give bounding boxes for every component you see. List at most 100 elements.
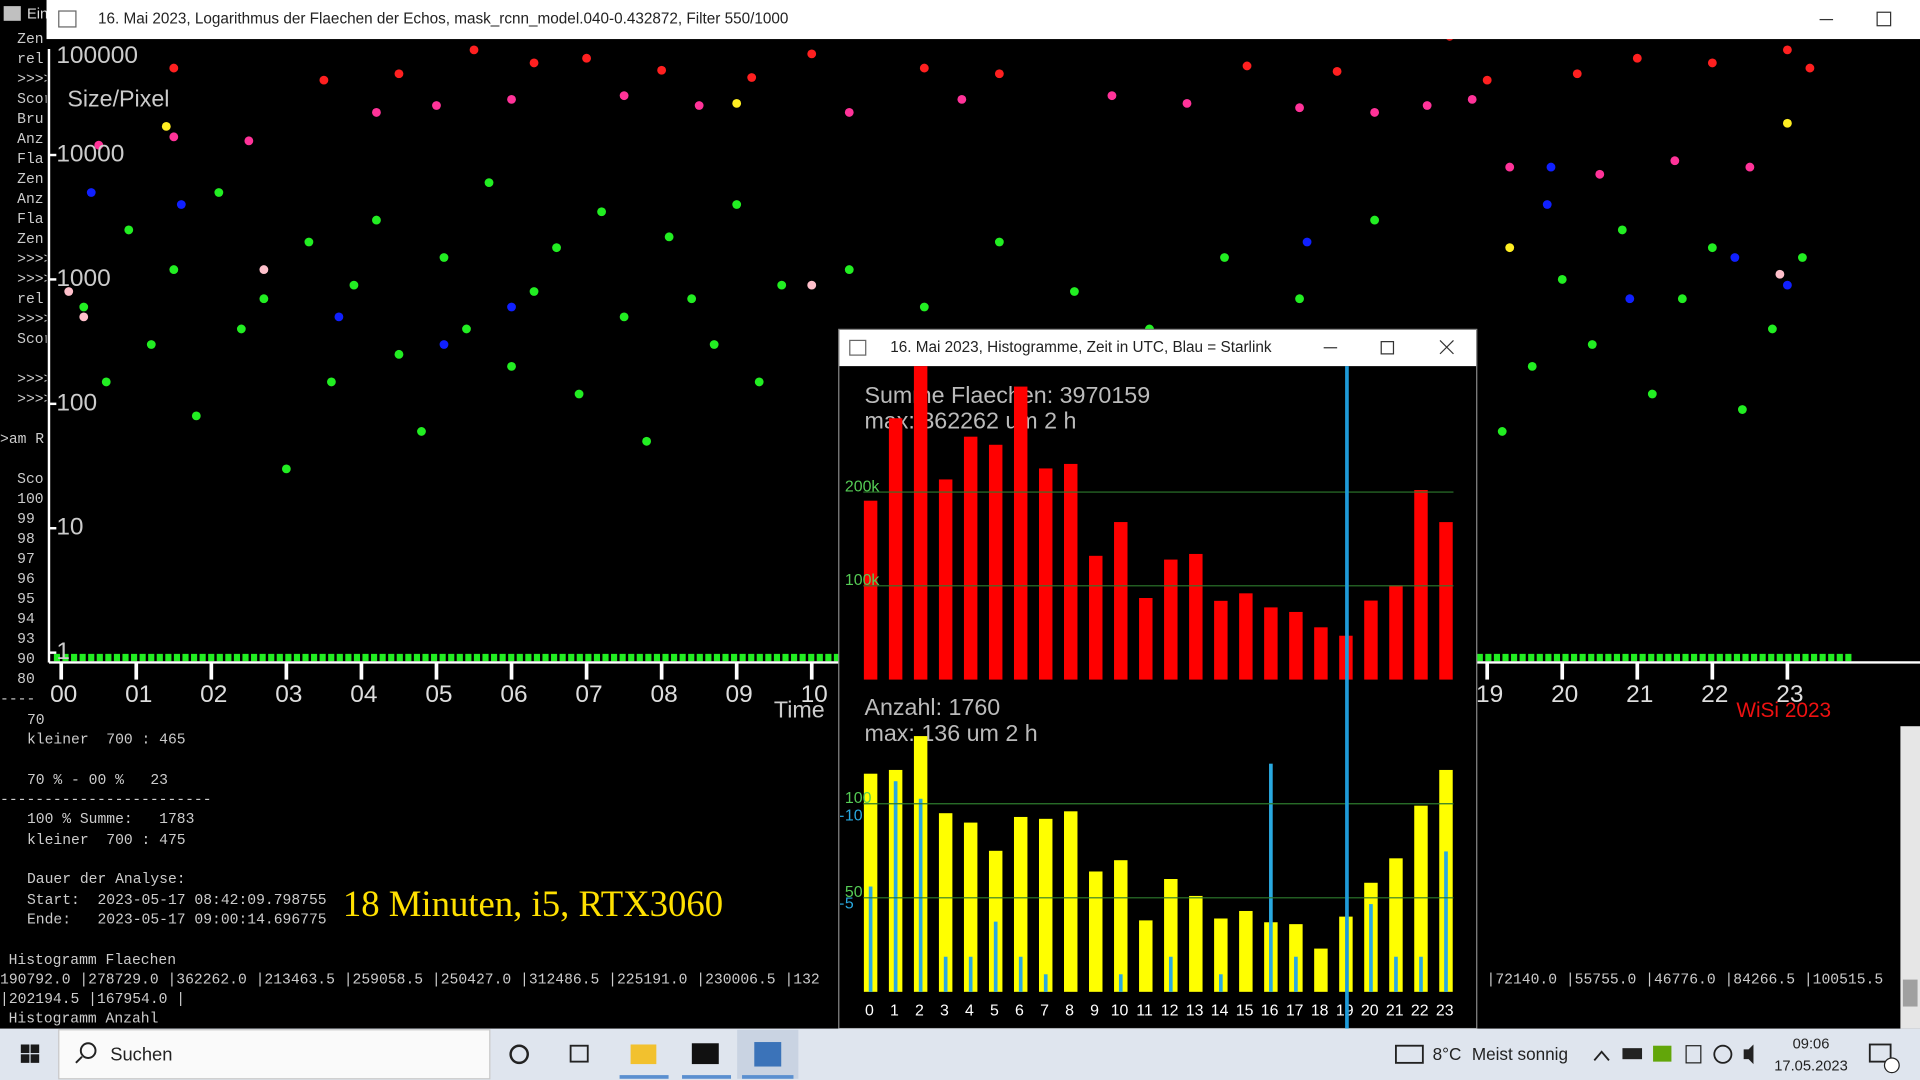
scatter-point: [1782, 45, 1792, 55]
console-line: 90: [17, 652, 35, 668]
scatter-point: [1446, 39, 1454, 41]
bar: [1389, 585, 1403, 680]
tray-icon[interactable]: [1685, 1045, 1702, 1064]
clock-date[interactable]: 17.05.2023: [1774, 1058, 1848, 1074]
bar: [1314, 948, 1328, 992]
console-line: Zen: [17, 172, 43, 188]
scroll-thumb[interactable]: [1902, 979, 1918, 1007]
x-tick-label: 2: [915, 1003, 924, 1020]
start-button[interactable]: [20, 1044, 40, 1063]
close-button[interactable]: [1439, 339, 1454, 355]
bar: [1394, 956, 1398, 992]
task-view-button[interactable]: [569, 1044, 589, 1063]
bar: [1314, 627, 1328, 680]
console-line: 94: [17, 612, 35, 628]
scatter-point: [1730, 253, 1740, 262]
scatter-point: [1182, 98, 1192, 108]
x-tick-label: 19: [1476, 681, 1503, 708]
title-bar: [839, 330, 1477, 367]
y-axis-label: Size/Pixel: [67, 86, 169, 112]
bar: [1139, 598, 1153, 680]
scatter-point: [732, 98, 742, 108]
console-line: >am R: [0, 432, 44, 448]
bar: [1114, 522, 1128, 680]
y-tick-label: 1: [56, 638, 70, 665]
scatter-point: [619, 91, 629, 101]
explorer-button[interactable]: [630, 1044, 657, 1065]
scatter-point: [169, 63, 179, 73]
scrollbar[interactable]: [1900, 726, 1920, 1029]
console-line: 98: [17, 532, 35, 548]
bar: [1419, 956, 1423, 992]
scatter-point: [1798, 253, 1807, 262]
console-icon: [3, 6, 21, 21]
tray-chevron[interactable]: [1593, 1050, 1610, 1062]
scatter-point: [304, 237, 314, 247]
console-line: |202194.5 |167954.0 |: [0, 992, 185, 1008]
bar: [988, 444, 1003, 680]
console-line: 80: [17, 672, 35, 688]
console-line: >>>>: [17, 312, 52, 328]
temperature[interactable]: 8°C: [1433, 1044, 1462, 1064]
console-line: Scor: [17, 92, 52, 108]
bar: [1089, 555, 1103, 680]
tray-icon[interactable]: [1622, 1048, 1643, 1060]
search-placeholder[interactable]: Suchen: [110, 1043, 172, 1064]
scatter-point: [694, 101, 704, 110]
bar: [1364, 600, 1378, 680]
y-tick-label: 1000: [56, 265, 110, 292]
console-line: 96: [17, 572, 35, 588]
bar: [988, 850, 1003, 992]
scatter-point: [754, 377, 764, 387]
x-tick-label: 4: [965, 1003, 974, 1020]
search-icon: [75, 1056, 83, 1064]
console-line: Anz: [17, 132, 43, 148]
scatter-point: [619, 312, 629, 322]
window-title: 16. Mai 2023, Logarithmus der Flaechen d…: [98, 11, 788, 28]
scatter-point: [1295, 294, 1304, 304]
scatter-point: [552, 243, 561, 253]
bar: [913, 366, 928, 680]
clock-time[interactable]: 09:06: [1793, 1036, 1830, 1052]
console-line: 93: [17, 632, 35, 648]
scatter-point: [1587, 340, 1597, 349]
notification-badge: [1883, 1057, 1900, 1074]
scatter-point: [1546, 162, 1556, 172]
search-box[interactable]: [58, 1029, 491, 1080]
console-line: Zen: [17, 32, 43, 48]
scatter-point: [236, 324, 246, 334]
weather-icon[interactable]: [1395, 1044, 1424, 1064]
bar: [863, 773, 878, 992]
bar: [918, 798, 923, 992]
cortana-button[interactable]: [509, 1044, 529, 1065]
notification-button[interactable]: [1868, 1043, 1892, 1063]
maximize-button[interactable]: [1876, 11, 1892, 27]
scatter-point: [1782, 118, 1792, 128]
console-line: Bru: [17, 112, 43, 128]
scatter-point: [747, 73, 757, 82]
x-tick-label: 05: [425, 681, 452, 708]
scatter-point: [101, 377, 111, 387]
scatter-point: [1625, 294, 1635, 304]
maximize-button[interactable]: [1380, 341, 1395, 355]
scatter-point: [807, 49, 817, 59]
scatter-point: [1557, 275, 1567, 284]
bar: [1164, 559, 1178, 680]
console-line: kleiner 700 : 475: [27, 833, 186, 849]
bar: [868, 886, 873, 992]
python-button[interactable]: [754, 1042, 782, 1067]
scatter-point: [1805, 63, 1815, 73]
network-icon[interactable]: [1713, 1044, 1733, 1064]
terminal-button[interactable]: [691, 1043, 719, 1065]
scatter-point: [372, 215, 381, 225]
weather-text[interactable]: Meist sonnig: [1472, 1044, 1568, 1064]
scatter-point: [146, 340, 156, 349]
console-line: Start: 2023-05-17 08:42:09.798755: [27, 893, 327, 909]
scatter-point: [1370, 108, 1380, 117]
tray-icon[interactable]: [1653, 1045, 1672, 1062]
scatter-point: [1595, 169, 1605, 179]
x-tick-label: 8: [1065, 1003, 1074, 1020]
scatter-point: [79, 312, 89, 322]
x-tick-label: 1: [890, 1003, 899, 1020]
